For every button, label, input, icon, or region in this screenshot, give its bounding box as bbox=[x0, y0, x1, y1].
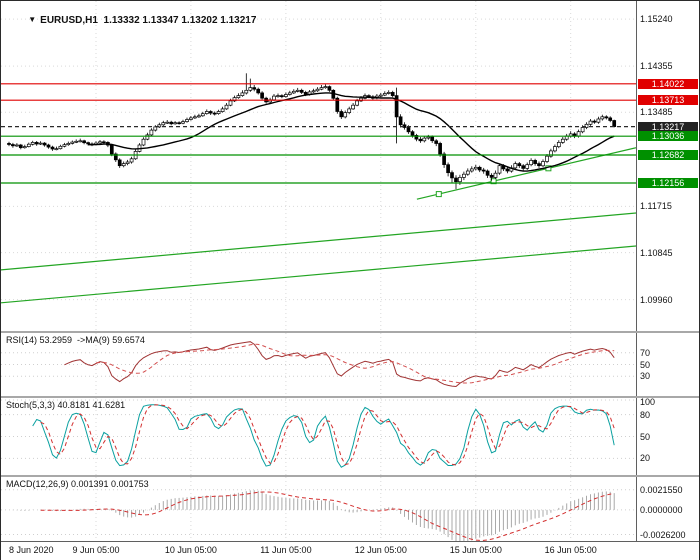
rsi-line bbox=[64, 341, 615, 388]
macd-axis[interactable]: 0.0021550 0.0000000 -0.0026200 bbox=[636, 477, 699, 541]
panel-splitter[interactable] bbox=[1, 475, 699, 477]
support-level-label: 1.13036 bbox=[638, 131, 698, 142]
stoch-scale-label: 20 bbox=[640, 453, 651, 464]
rsi-chart[interactable]: RSI(14) 53.2959 ->MA(9) 59.6574 bbox=[1, 333, 636, 396]
stochastic-chart[interactable]: Stoch(5,3,3) 40.8181 41.6281 bbox=[1, 398, 636, 475]
price-scale-label: 1.15240 bbox=[640, 14, 673, 25]
trendline-handle[interactable] bbox=[490, 178, 497, 185]
rsi-scale-label: 70 bbox=[640, 347, 651, 358]
stochastic-panel: Stoch(5,3,3) 40.8181 41.6281 100 80 50 20 bbox=[1, 398, 699, 475]
stochastic-axis[interactable]: 100 80 50 20 bbox=[636, 398, 699, 475]
grid-lines bbox=[1, 333, 636, 396]
time-label: 9 Jun 05:00 bbox=[72, 545, 120, 555]
rsi-ma-line bbox=[95, 343, 615, 384]
macd-scale-label: 0.0021550 bbox=[640, 484, 683, 495]
chart-header: ▼ EURUSD,H1 1.13332 1.13347 1.13202 1.132… bbox=[6, 4, 256, 37]
time-axis[interactable]: 8 Jun 2020 9 Jun 05:00 10 Jun 05:00 11 Jun … bbox=[1, 541, 699, 560]
price-scale-label: 1.10845 bbox=[640, 247, 673, 258]
time-label: 11 Jun 05:00 bbox=[260, 545, 312, 555]
stoch-plot[interactable] bbox=[1, 398, 636, 475]
panel-splitter[interactable] bbox=[1, 331, 699, 333]
stochastic-header: Stoch(5,3,3) 40.8181 41.6281 bbox=[6, 400, 126, 410]
stoch-scale-label: 50 bbox=[640, 431, 651, 442]
chart-ohlc-text: EURUSD,H1 1.13332 1.13347 1.13202 1.1321… bbox=[40, 15, 257, 26]
support-level-label: 1.12682 bbox=[638, 150, 698, 160]
rsi-panel: RSI(14) 53.2959 ->MA(9) 59.6574 70 50 30 bbox=[1, 333, 699, 396]
ma-line bbox=[88, 92, 615, 172]
price-scale-label: 1.14355 bbox=[640, 61, 673, 72]
rsi-scale-label: 30 bbox=[640, 371, 651, 382]
macd-scale-label: 0.0000000 bbox=[640, 504, 683, 515]
price-axis[interactable]: 1.15240 1.14355 1.13485 1.11715 1.10845 1.099… bbox=[636, 1, 699, 331]
rsi-plot[interactable] bbox=[1, 333, 636, 396]
stoch-scale-label: 80 bbox=[640, 409, 651, 420]
price-scale-label: 1.13485 bbox=[640, 107, 673, 118]
stoch-k-line bbox=[32, 404, 615, 468]
macd-scale-label: -0.0026200 bbox=[640, 529, 686, 540]
time-label: 8 Jun 2020 bbox=[9, 545, 54, 555]
candlestick-plot[interactable] bbox=[1, 1, 636, 331]
stoch-d-line bbox=[40, 404, 615, 466]
grid-lines bbox=[1, 398, 636, 475]
rsi-header: RSI(14) 53.2959 ->MA(9) 59.6574 bbox=[6, 335, 145, 345]
main-chart-panel: ▼ EURUSD,H1 1.13332 1.13347 1.13202 1.132… bbox=[1, 1, 699, 331]
time-label: 12 Jun 05:00 bbox=[354, 545, 407, 555]
time-label: 16 Jun 05:00 bbox=[544, 545, 597, 555]
price-scale-label: 1.09960 bbox=[640, 294, 673, 305]
stoch-scale-label: 100 bbox=[640, 398, 656, 407]
price-scale-label: 1.11715 bbox=[640, 201, 672, 212]
price-chart[interactable]: ▼ EURUSD,H1 1.13332 1.13347 1.13202 1.132… bbox=[1, 1, 636, 331]
support-level-label: 1.12156 bbox=[638, 177, 698, 188]
support-resistance-lines[interactable] bbox=[1, 83, 636, 184]
rsi-scale-label: 50 bbox=[640, 359, 651, 370]
resistance-level-label: 1.14022 bbox=[638, 78, 698, 89]
resistance-level-label: 1.13713 bbox=[638, 95, 698, 106]
rsi-axis[interactable]: 70 50 30 bbox=[636, 333, 699, 396]
chart-dropdown-icon[interactable]: ▼ bbox=[28, 15, 37, 24]
current-price-label: 1.13217 bbox=[638, 121, 698, 132]
time-label: 15 Jun 05:00 bbox=[449, 545, 502, 555]
macd-header: MACD(12,26,9) 0.001391 0.001753 bbox=[6, 479, 149, 489]
trendlines[interactable] bbox=[1, 147, 636, 304]
macd-histogram bbox=[12, 490, 615, 541]
panel-splitter[interactable] bbox=[1, 396, 699, 398]
macd-chart[interactable]: MACD(12,26,9) 0.001391 0.001753 bbox=[1, 477, 636, 541]
macd-signal-line bbox=[40, 491, 615, 541]
time-label: 10 Jun 05:00 bbox=[164, 545, 217, 555]
macd-panel: MACD(12,26,9) 0.001391 0.001753 0.002155… bbox=[1, 477, 699, 541]
macd-plot[interactable] bbox=[1, 477, 636, 541]
trendline-handle[interactable] bbox=[435, 191, 442, 198]
